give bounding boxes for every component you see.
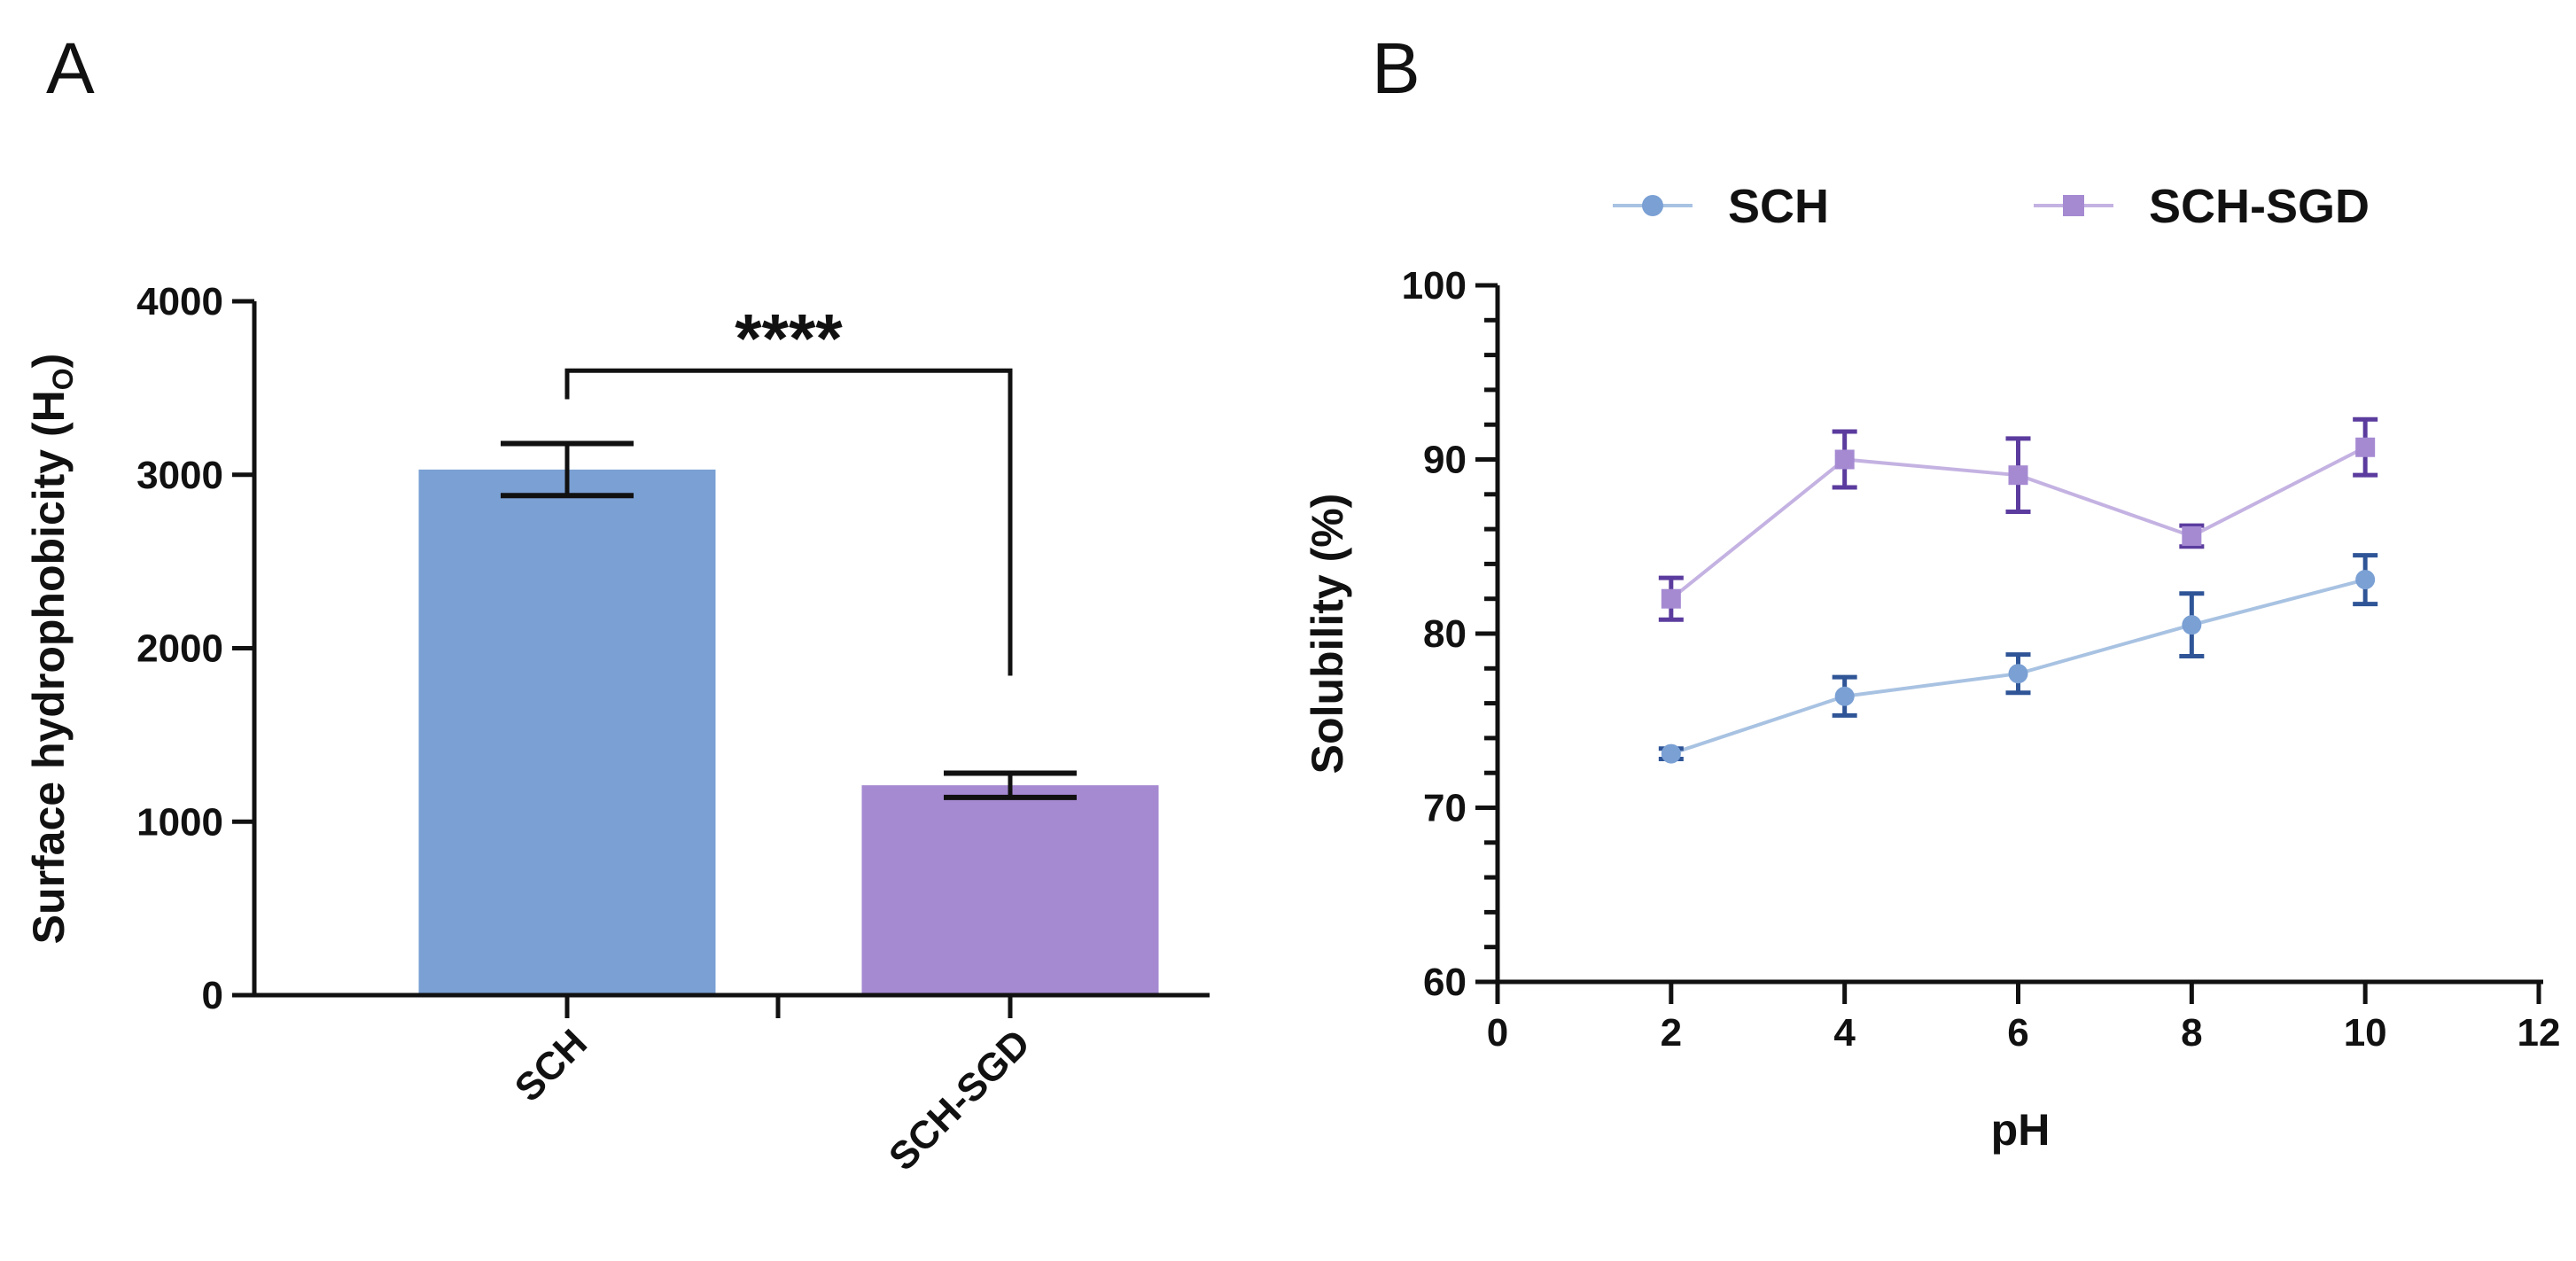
y-tick-label-3: 90 xyxy=(1423,439,1467,482)
y-tick-label-3: 3000 xyxy=(136,454,223,497)
y-tick-label-1: 70 xyxy=(1423,787,1467,830)
x-tick-label-6: 12 xyxy=(2518,1011,2561,1055)
x-tick-label-5: 10 xyxy=(2344,1011,2387,1055)
y-axis-title: Solubility (%) xyxy=(1303,494,1352,775)
data-point-sch-sgd-2 xyxy=(2008,465,2028,486)
y-axis-title: Surface hydrophobicity (HO) xyxy=(24,354,79,945)
series-sch-sgd xyxy=(1658,416,2378,622)
legend: SCH SCH-SGD xyxy=(1613,180,2370,233)
data-point-sch-sgd-0 xyxy=(1661,588,1681,609)
data-point-sch-sgd-3 xyxy=(2182,525,2202,546)
y-tick-label-0: 0 xyxy=(202,974,223,1017)
legend-marker-sch xyxy=(1642,195,1663,216)
panel-a-bar-chart: 0 1000 2000 3000 4000 SCH SCH-SGD **** Surfac… xyxy=(24,280,1210,1179)
series-sch xyxy=(1658,553,2378,764)
panel-b-line-chart: SCH SCH-SGD 60 70 80 90 100 0 2 4 6 8 10 12 pH Solu… xyxy=(1303,180,2560,1155)
bars-group xyxy=(418,469,1159,995)
y-axis-title-end: ) xyxy=(24,354,74,369)
data-point-sch-0 xyxy=(1661,743,1681,764)
y-tick-label-2: 80 xyxy=(1423,612,1467,656)
legend-marker-sch-sgd xyxy=(2063,195,2084,216)
x-tick-label-4: 8 xyxy=(2181,1011,2202,1055)
data-point-sch-2 xyxy=(2008,664,2028,684)
significance-bracket xyxy=(564,368,1013,676)
y-tick-label-4: 4000 xyxy=(136,280,223,323)
panel-label-b: B xyxy=(1372,28,1420,109)
data-point-sch-sgd-4 xyxy=(2355,437,2376,457)
significance-stars: **** xyxy=(735,299,843,377)
bar-sch xyxy=(418,469,716,995)
data-point-sch-3 xyxy=(2182,615,2202,635)
legend-label-sch: SCH xyxy=(1728,180,1829,233)
x-tick-label-2: 4 xyxy=(1833,1011,1856,1055)
series-group xyxy=(1658,416,2378,764)
y-axis-title-main: Surface hydrophobicity (H xyxy=(24,390,74,944)
x-ticks-group: 0 2 4 6 8 10 12 xyxy=(1487,982,2561,1055)
legend-label-sch-sgd: SCH-SGD xyxy=(2149,180,2370,233)
bar-sch-sgd xyxy=(861,785,1159,995)
y-ticks-group: 0 1000 2000 3000 4000 xyxy=(136,280,254,1017)
y-tick-label-0: 60 xyxy=(1423,961,1467,1004)
data-point-sch-1 xyxy=(1834,686,1855,706)
panel-label-a: A xyxy=(46,28,95,109)
error-bars-group xyxy=(501,440,1077,800)
x-tick-label-1: 2 xyxy=(1661,1011,1682,1055)
y-tick-label-1: 1000 xyxy=(136,800,223,844)
data-point-sch-sgd-1 xyxy=(1834,449,1855,470)
x-tick-label-sch: SCH xyxy=(507,1021,595,1109)
x-axis-title: pH xyxy=(1991,1105,2051,1155)
x-tick-label-sch-sgd: SCH-SGD xyxy=(881,1021,1039,1179)
x-tick-label-0: 0 xyxy=(1487,1011,1508,1055)
x-ticks-group: SCH SCH-SGD xyxy=(507,995,1039,1179)
y-tick-label-2: 2000 xyxy=(136,627,223,671)
y-ticks-group: 60 70 80 90 100 xyxy=(1402,264,1498,1004)
y-tick-label-4: 100 xyxy=(1402,264,1467,307)
y-axis-title-subscript: O xyxy=(47,368,79,390)
data-point-sch-4 xyxy=(2355,570,2376,590)
x-tick-label-3: 6 xyxy=(2007,1011,2028,1055)
